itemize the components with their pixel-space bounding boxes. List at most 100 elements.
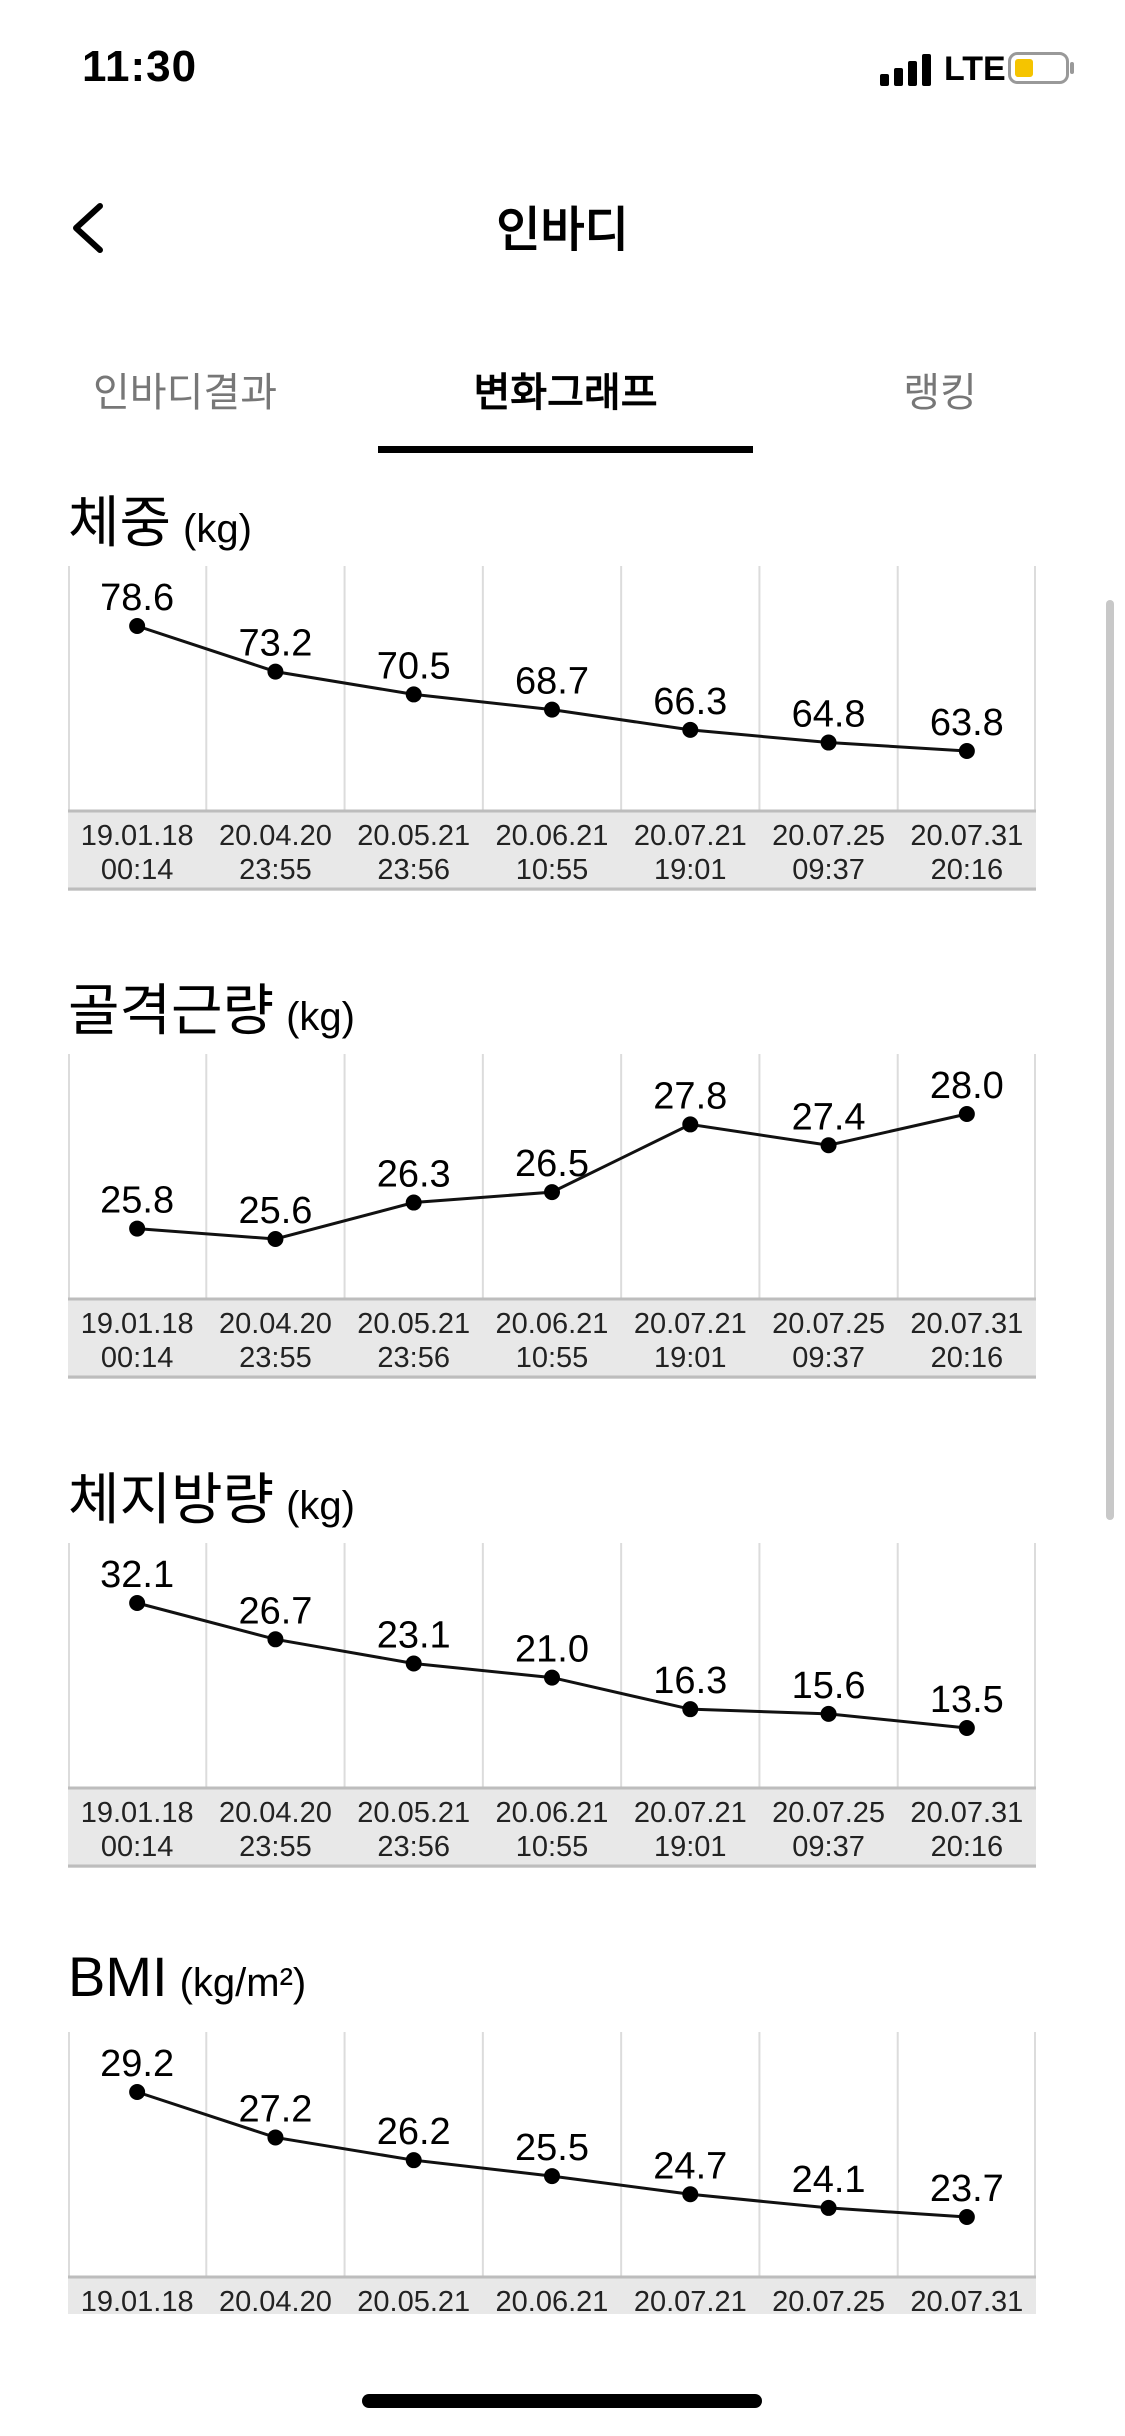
bodyfat-title-label: 체지방량 xyxy=(68,1468,275,1531)
data-label: 25.8 xyxy=(100,1180,174,1222)
bodyfat-title: 체지방량 (kg) xyxy=(68,1455,355,1536)
x-tick-date: 20.04.20 xyxy=(219,1308,332,1340)
axis-band xyxy=(68,811,1036,891)
x-tick-time: 23:55 xyxy=(239,854,312,886)
data-point xyxy=(682,1701,699,1718)
weight-unit: (kg) xyxy=(183,507,252,551)
data-label: 28.0 xyxy=(930,1065,1004,1107)
bmi-section: BMI (kg/m²) 29.2 19.01.18 27.2 20.04.20 26.2 2… xyxy=(0,1944,1125,2314)
data-label: 29.2 xyxy=(100,2043,174,2085)
network-label: LTE xyxy=(944,50,1006,88)
x-tick-date: 20.07.31 xyxy=(910,1308,1023,1340)
axis-band xyxy=(68,2277,1036,2314)
x-tick-date: 20.05.21 xyxy=(357,820,470,852)
x-tick-time: 19:01 xyxy=(654,1342,727,1374)
bmi-chart: 29.2 19.01.18 27.2 20.04.20 26.2 20.05.21 25.5… xyxy=(68,2032,1036,2314)
tab-inbody-result[interactable]: 인바디결과 xyxy=(93,371,277,415)
data-point xyxy=(405,1655,422,1672)
x-tick-time: 23:56 xyxy=(377,1831,450,1863)
data-label: 26.5 xyxy=(515,1143,589,1185)
data-point xyxy=(129,1220,146,1237)
data-label: 27.8 xyxy=(653,1075,727,1117)
x-tick-date: 20.04.20 xyxy=(219,1797,332,1829)
data-point xyxy=(129,1595,146,1611)
bmi-unit: (kg/m²) xyxy=(179,1961,307,2005)
x-tick-date: 20.05.21 xyxy=(357,1308,470,1340)
tab-change-graph[interactable]: 변화그래프 xyxy=(473,371,658,415)
data-label: 25.6 xyxy=(238,1190,312,1232)
data-label: 32.1 xyxy=(100,1554,174,1596)
data-label: 25.5 xyxy=(515,2127,589,2169)
x-tick-time: 19:01 xyxy=(654,1831,727,1863)
tab-bar: 인바디결과 변화그래프 랭킹 xyxy=(0,340,1125,460)
data-point xyxy=(544,1184,560,1201)
x-tick-date: 20.07.25 xyxy=(772,1797,885,1829)
data-point xyxy=(129,2084,146,2100)
x-tick-date: 20.07.25 xyxy=(772,1308,885,1340)
x-tick-time: 10:55 xyxy=(516,1831,589,1863)
home-indicator xyxy=(362,2394,762,2408)
x-tick-time: 00:14 xyxy=(101,1831,174,1863)
status-time: 11:30 xyxy=(82,42,198,91)
data-point xyxy=(820,734,837,751)
data-label: 16.3 xyxy=(653,1660,727,1702)
data-point xyxy=(682,721,699,738)
weight-chart: 78.6 19.01.18 00:14 73.2 20.04.20 23:55 70.5 20… xyxy=(68,566,1036,891)
x-tick-date: 20.07.21 xyxy=(634,820,747,852)
data-point xyxy=(958,2209,975,2225)
data-label: 26.3 xyxy=(377,1154,451,1196)
data-label: 15.6 xyxy=(792,1665,866,1707)
x-tick-date: 20.07.21 xyxy=(634,2286,747,2314)
x-tick-date: 20.06.21 xyxy=(496,820,609,852)
data-label: 70.5 xyxy=(377,645,451,687)
signal-icon xyxy=(880,54,931,86)
data-point xyxy=(544,701,560,718)
x-tick-time: 23:56 xyxy=(377,854,450,886)
tab-ranking[interactable]: 랭킹 xyxy=(903,371,977,415)
x-tick-date: 20.06.21 xyxy=(496,1797,609,1829)
x-tick-time: 20:16 xyxy=(931,1831,1004,1863)
x-tick-time: 23:56 xyxy=(377,1342,450,1374)
x-tick-date: 20.07.21 xyxy=(634,1308,747,1340)
x-tick-date: 20.05.21 xyxy=(357,1797,470,1829)
chevron-left-icon[interactable] xyxy=(60,198,120,258)
bodyfat-unit: (kg) xyxy=(286,1484,355,1528)
data-point xyxy=(267,2129,284,2146)
data-point xyxy=(544,2168,560,2185)
x-tick-date: 20.05.21 xyxy=(357,2286,470,2314)
x-tick-date: 19.01.18 xyxy=(81,2286,194,2314)
chart-svg: 29.2 19.01.18 27.2 20.04.20 26.2 20.05.21 25.5… xyxy=(68,2032,1036,2314)
x-tick-date: 20.06.21 xyxy=(496,1308,609,1340)
data-label: 23.7 xyxy=(930,2168,1004,2210)
status-bar: 11:30 LTE xyxy=(0,0,1125,130)
page-title: 인바디 xyxy=(496,204,629,257)
x-tick-time: 00:14 xyxy=(101,1342,174,1374)
data-point xyxy=(820,2199,837,2216)
data-point xyxy=(958,1106,975,1122)
data-point xyxy=(682,1116,699,1133)
data-point xyxy=(682,2186,699,2203)
data-label: 27.4 xyxy=(792,1096,866,1138)
battery-icon xyxy=(1008,52,1074,84)
muscle-unit: (kg) xyxy=(286,995,355,1039)
weight-section: 체중 (kg) 78.6 19.01.18 00:14 73.2 20.04.20 23:5… xyxy=(0,478,1125,898)
bmi-title: BMI (kg/m²) xyxy=(68,1944,306,2009)
scrollbar[interactable] xyxy=(1106,600,1114,1520)
x-tick-date: 19.01.18 xyxy=(81,1797,194,1829)
x-tick-date: 20.07.31 xyxy=(910,2286,1023,2314)
x-tick-time: 10:55 xyxy=(516,1342,589,1374)
x-tick-date: 20.07.25 xyxy=(772,2286,885,2314)
x-tick-date: 20.04.20 xyxy=(219,820,332,852)
data-point xyxy=(405,686,422,703)
data-label: 24.7 xyxy=(653,2145,727,2187)
data-label: 26.7 xyxy=(238,1590,312,1632)
data-label: 78.6 xyxy=(100,577,174,619)
x-tick-date: 20.04.20 xyxy=(219,2286,332,2314)
data-label: 21.0 xyxy=(515,1629,589,1671)
x-tick-date: 20.07.31 xyxy=(910,820,1023,852)
tab-indicator xyxy=(378,446,753,453)
data-label: 24.1 xyxy=(792,2159,866,2201)
